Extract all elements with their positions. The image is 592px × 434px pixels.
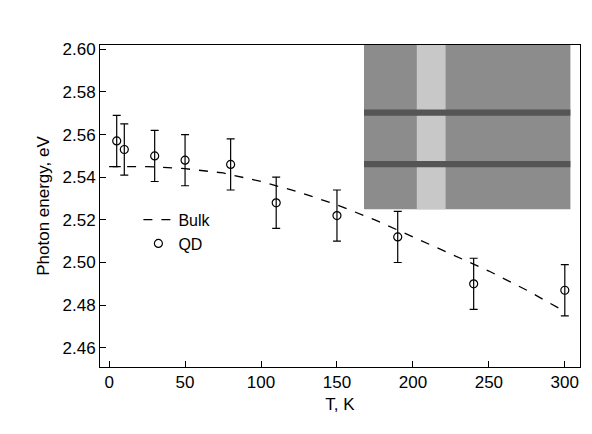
svg-text:T, K: T, K (325, 395, 355, 414)
svg-text:250: 250 (475, 373, 503, 392)
svg-text:2.48: 2.48 (63, 296, 96, 315)
svg-text:Bulk: Bulk (178, 212, 210, 229)
svg-text:0: 0 (104, 373, 113, 392)
svg-text:100: 100 (247, 373, 275, 392)
svg-text:2.60: 2.60 (63, 40, 96, 59)
svg-text:2.46: 2.46 (63, 339, 96, 358)
svg-text:50: 50 (176, 373, 195, 392)
svg-text:2.50: 2.50 (63, 253, 96, 272)
svg-text:Photon energy, eV: Photon energy, eV (34, 136, 53, 276)
svg-text:300: 300 (551, 373, 579, 392)
svg-text:2.52: 2.52 (63, 211, 96, 230)
svg-text:150: 150 (323, 373, 351, 392)
svg-text:2.56: 2.56 (63, 126, 96, 145)
svg-text:2.58: 2.58 (63, 83, 96, 102)
svg-text:QD: QD (178, 236, 202, 253)
svg-text:2.54: 2.54 (63, 168, 96, 187)
svg-text:200: 200 (399, 373, 427, 392)
